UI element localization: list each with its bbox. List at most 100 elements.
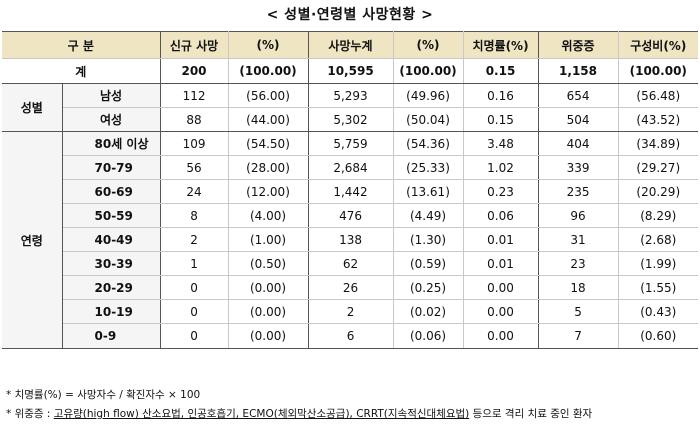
cell-new-pct: (56.00) [228, 83, 309, 108]
total-cum: 10,595 [308, 58, 394, 84]
cell-ratio: (20.29) [618, 179, 699, 204]
cell-ratio: (29.27) [618, 155, 699, 180]
cell-new: 109 [160, 131, 229, 156]
page-title: < 성별·연령별 사망현황 > [266, 7, 434, 23]
cell-cfr: 0.23 [463, 179, 539, 204]
total-ratio: (100.00) [618, 58, 699, 84]
cell-cum: 476 [308, 203, 394, 228]
footnote-cfr: * 치명률(%) = 사망자수 / 확진자수 × 100 [6, 389, 201, 401]
cell-cum: 138 [308, 227, 394, 252]
cell-new: 0 [160, 275, 229, 300]
table-row: 20-29 0 (0.00) 26 (0.25) 0.00 18 (1.55) [2, 275, 699, 300]
table-row: 10-19 0 (0.00) 2 (0.02) 0.00 5 (0.43) [2, 299, 699, 324]
cell-cfr: 0.01 [463, 251, 539, 276]
cell-cum: 2,684 [308, 155, 394, 180]
cell-severe: 31 [538, 227, 619, 252]
total-cfr: 0.15 [463, 58, 539, 84]
row-label: 남성 [62, 83, 161, 108]
row-label: 40-49 [62, 227, 161, 252]
cell-ratio: (56.48) [618, 83, 699, 108]
header-category: 구 분 [2, 31, 161, 59]
footnotes: * 치명률(%) = 사망자수 / 확진자수 × 100 * 위중증 : 고유량… [6, 386, 592, 424]
row-label: 60-69 [62, 179, 161, 204]
table-row: 40-49 2 (1.00) 138 (1.30) 0.01 31 (2.68) [2, 227, 699, 252]
cell-severe: 654 [538, 83, 619, 108]
table-row: 연령 80세 이상 109 (54.50) 5,759 (54.36) 3.48 404 (34… [2, 131, 699, 349]
cell-ratio: (43.52) [618, 107, 699, 132]
cell-cfr: 0.00 [463, 275, 539, 300]
cell-severe: 5 [538, 299, 619, 324]
cell-new: 112 [160, 83, 229, 108]
cell-cum-pct: (0.25) [393, 275, 464, 300]
total-new: 200 [160, 58, 229, 84]
cell-severe: 96 [538, 203, 619, 228]
cell-new: 24 [160, 179, 229, 204]
cell-severe: 404 [538, 131, 619, 156]
total-label: 계 [2, 58, 161, 84]
cell-cum: 26 [308, 275, 394, 300]
cell-new: 2 [160, 227, 229, 252]
header-new-deaths: 신규 사망 [160, 31, 229, 59]
header-cum-deaths: 사망누계 [308, 31, 394, 59]
total-severe: 1,158 [538, 58, 619, 84]
header-pct1: (%) [228, 31, 309, 59]
table-row: 30-39 1 (0.50) 62 (0.59) 0.01 23 (1.99) [2, 251, 699, 276]
row-label: 여성 [62, 107, 161, 132]
cell-ratio: (8.29) [618, 203, 699, 228]
cell-ratio: (34.89) [618, 131, 699, 156]
row-label: 30-39 [62, 251, 161, 276]
cell-new-pct: (4.00) [228, 203, 309, 228]
cell-severe: 23 [538, 251, 619, 276]
cell-severe: 504 [538, 107, 619, 132]
cell-cum: 5,759 [308, 131, 394, 156]
cell-cfr: 0.00 [463, 323, 539, 349]
cell-cum-pct: (0.06) [393, 323, 464, 349]
cell-ratio: (1.99) [618, 251, 699, 276]
cell-new: 56 [160, 155, 229, 180]
row-label: 80세 이상 [62, 131, 161, 156]
cell-new-pct: (0.00) [228, 275, 309, 300]
cell-cum-pct: (25.33) [393, 155, 464, 180]
cell-new-pct: (1.00) [228, 227, 309, 252]
cell-severe: 7 [538, 323, 619, 349]
cell-new: 88 [160, 107, 229, 132]
cell-cum-pct: (0.02) [393, 299, 464, 324]
cell-severe: 18 [538, 275, 619, 300]
cell-ratio: (0.60) [618, 323, 699, 349]
cell-ratio: (0.43) [618, 299, 699, 324]
cell-cum: 2 [308, 299, 394, 324]
cell-cum: 5,293 [308, 83, 394, 108]
cell-cum-pct: (13.61) [393, 179, 464, 204]
cell-cum: 6 [308, 323, 394, 349]
cell-cum-pct: (4.49) [393, 203, 464, 228]
footnote-severe-suffix: 등으로 격리 치료 중인 환자 [469, 408, 593, 420]
total-row: 계 200 (100.00) 10,595 (100.00) 0.15 1,15… [2, 58, 699, 84]
cell-new: 8 [160, 203, 229, 228]
total-new-pct: (100.00) [228, 58, 309, 84]
total-cum-pct: (100.00) [393, 58, 464, 84]
cell-cfr: 0.15 [463, 107, 539, 132]
cell-new-pct: (0.00) [228, 323, 309, 349]
cell-new-pct: (44.00) [228, 107, 309, 132]
footnote-severe-body: 고유량(high flow) 산소요법, 인공호흡기, ECMO(체외막산소공급… [53, 408, 470, 420]
footnote-severe-prefix: * 위중증 : [6, 408, 54, 420]
group-label-age: 연령 [2, 131, 63, 349]
header-ratio: 구성비(%) [618, 31, 699, 59]
cell-new-pct: (0.50) [228, 251, 309, 276]
cell-cum-pct: (1.30) [393, 227, 464, 252]
cell-cum-pct: (50.04) [393, 107, 464, 132]
header-severe: 위중증 [538, 31, 619, 59]
table-row: 50-59 8 (4.00) 476 (4.49) 0.06 96 (8.29) [2, 203, 699, 228]
cell-new-pct: (12.00) [228, 179, 309, 204]
cell-new: 0 [160, 323, 229, 349]
cell-new-pct: (28.00) [228, 155, 309, 180]
cell-cfr: 0.00 [463, 299, 539, 324]
table-row: 여성 88 (44.00) 5,302 (50.04) 0.15 504 (43… [2, 107, 699, 132]
row-label: 70-79 [62, 155, 161, 180]
cell-new-pct: (0.00) [228, 299, 309, 324]
death-status-table: 구 분 신규 사망 (%) 사망누계 (%) 치명률(%) 위중증 구성비(%)… [2, 31, 699, 349]
cell-cum: 5,302 [308, 107, 394, 132]
cell-new-pct: (54.50) [228, 131, 309, 156]
cell-severe: 235 [538, 179, 619, 204]
header-pct2: (%) [393, 31, 464, 59]
